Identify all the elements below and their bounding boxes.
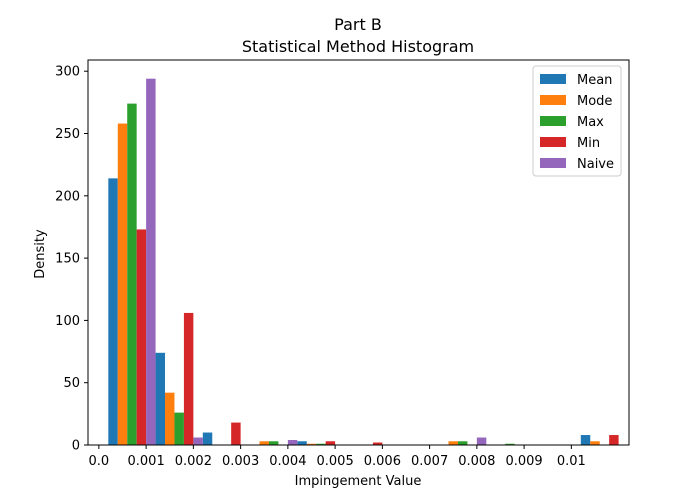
x-tick-label-3: 0.003	[222, 454, 259, 469]
y-tick-label-3: 150	[55, 252, 80, 267]
x-tick-label-9: 0.009	[505, 454, 542, 469]
x-tick-label-10: 0.01	[557, 454, 586, 469]
x-tick-label-5: 0.005	[317, 454, 354, 469]
bar-mean-4	[297, 441, 307, 445]
x-tick-label-1: 0.001	[128, 454, 165, 469]
bar-mode-10	[590, 441, 600, 445]
bar-min-4	[325, 441, 336, 445]
bar-min-10	[609, 435, 619, 445]
y-axis: 0 50 100 150 200 250 300	[55, 65, 88, 454]
bar-mode-7	[448, 441, 458, 445]
bar-max-3	[268, 441, 279, 445]
legend-label-mode: Mode	[577, 94, 612, 109]
legend-swatch-mean	[540, 74, 566, 84]
x-tick-label-2: 0.002	[175, 454, 212, 469]
y-tick-label-1: 50	[63, 376, 80, 391]
plot-frame	[87, 59, 630, 446]
y-tick-label-2: 100	[55, 314, 80, 329]
legend: Mean Mode Max Min Naive	[532, 65, 622, 177]
legend-swatch-naive	[540, 158, 566, 168]
y-tick-label-5: 250	[55, 127, 80, 142]
chart-title: Part B	[334, 15, 382, 34]
bar-min-5	[372, 442, 383, 445]
bar-mean-1	[155, 352, 166, 445]
bar-min-2	[231, 422, 241, 445]
chart-subtitle: Statistical Method Histogram	[242, 37, 474, 56]
legend-swatch-max	[540, 116, 566, 126]
x-axis: 0.0 0.001 0.002 0.003 0.004 0.005 0.006 0.007 0.…	[89, 445, 586, 469]
bar-naive-0	[146, 78, 156, 445]
bar-mode-4	[306, 443, 317, 445]
bar-max-8	[505, 443, 515, 445]
x-tick-label-8: 0.008	[458, 454, 495, 469]
legend-label-naive: Naive	[577, 157, 614, 172]
x-axis-label: Impingement Value	[295, 474, 422, 489]
y-tick-label-4: 200	[55, 189, 80, 204]
x-tick-label-7: 0.007	[411, 454, 448, 469]
bar-max-4	[316, 443, 326, 445]
bar-mean-0	[108, 178, 118, 445]
bars-group	[108, 78, 619, 446]
bar-max-7	[457, 441, 468, 445]
bar-min-0	[136, 229, 147, 445]
bar-mean-2	[202, 432, 213, 445]
bar-mode-0	[117, 123, 128, 445]
legend-box	[532, 65, 622, 177]
y-tick-label-0: 0	[72, 439, 80, 454]
bar-naive-3	[287, 440, 298, 445]
legend-swatch-mode	[540, 95, 566, 105]
x-tick-label-6: 0.006	[364, 454, 401, 469]
bar-min-1	[183, 312, 194, 445]
bar-max-0	[127, 103, 137, 446]
bar-mode-3	[259, 441, 269, 445]
bar-naive-7	[476, 437, 487, 445]
x-tick-label-0: 0.0	[89, 454, 110, 469]
y-tick-label-6: 300	[55, 65, 80, 80]
x-tick-label-4: 0.004	[269, 454, 306, 469]
legend-swatch-min	[540, 137, 566, 147]
bar-mode-1	[165, 392, 175, 445]
legend-label-max: Max	[577, 115, 604, 130]
legend-label-min: Min	[577, 136, 600, 151]
bar-mean-10	[580, 435, 591, 445]
legend-label-mean: Mean	[577, 73, 612, 88]
bar-max-1	[174, 412, 184, 445]
y-axis-label: Density	[33, 229, 48, 279]
bar-naive-1	[193, 437, 203, 445]
